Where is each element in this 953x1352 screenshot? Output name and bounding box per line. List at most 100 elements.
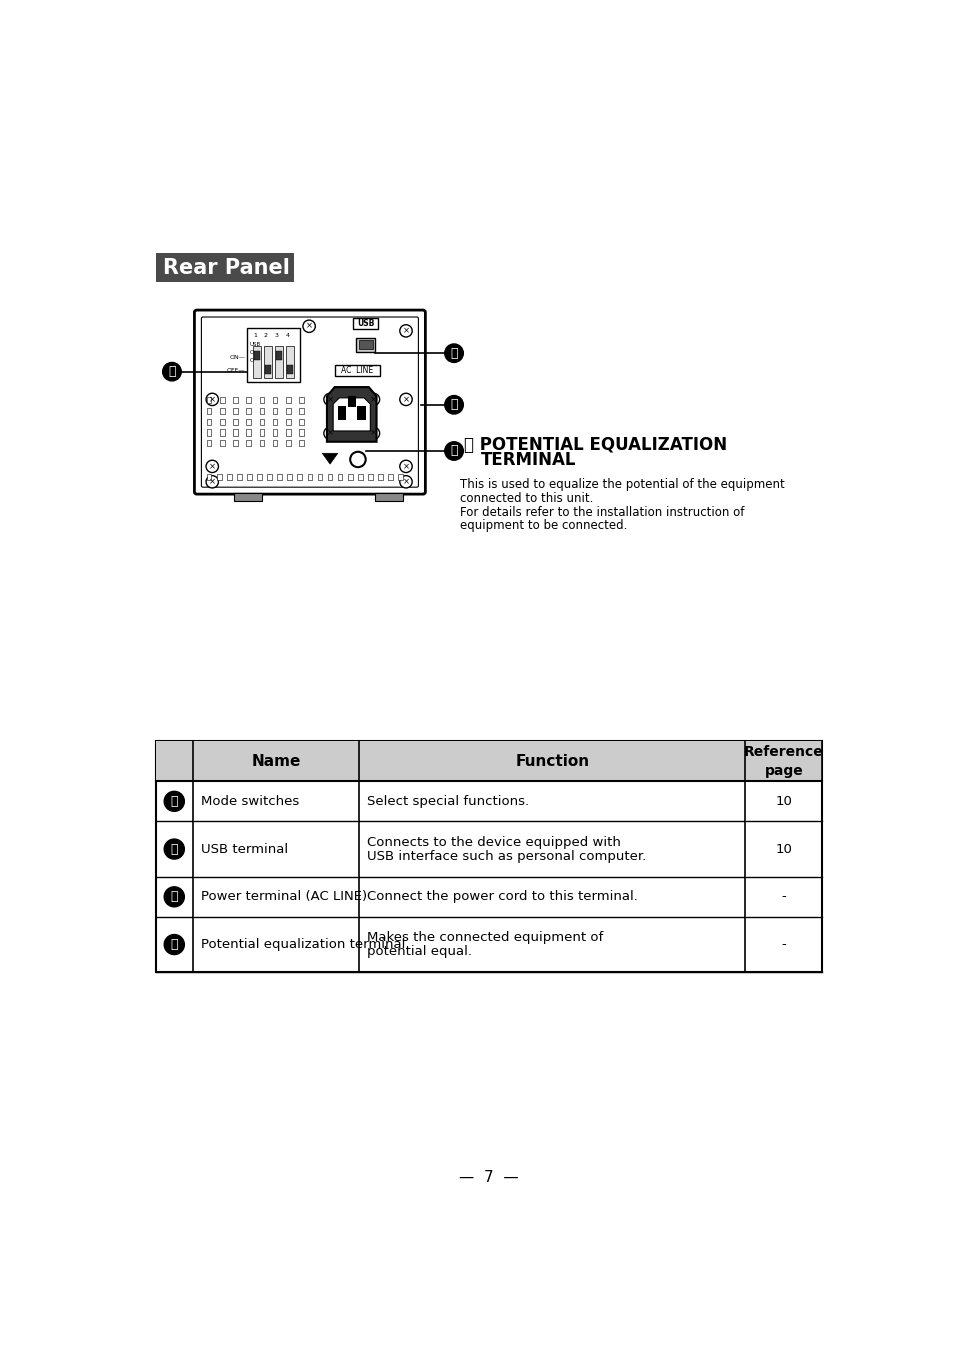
Bar xyxy=(286,397,291,403)
Text: 10: 10 xyxy=(775,795,791,808)
Bar xyxy=(298,441,303,446)
Text: TERMINAL: TERMINAL xyxy=(480,452,576,469)
Bar xyxy=(233,441,237,446)
Bar xyxy=(220,419,224,425)
Bar xyxy=(216,475,221,480)
Bar xyxy=(207,475,212,480)
Bar xyxy=(286,419,291,425)
Circle shape xyxy=(444,343,463,362)
Text: For details refer to the installation instruction of: For details refer to the installation in… xyxy=(459,506,744,519)
Text: Name: Name xyxy=(252,754,300,769)
Text: ⑮: ⑮ xyxy=(171,891,178,903)
Text: equipment to be connected.: equipment to be connected. xyxy=(459,519,627,531)
Text: ×: × xyxy=(209,395,215,404)
Text: ×: × xyxy=(402,462,409,470)
Bar xyxy=(298,397,303,403)
Text: Select special functions.: Select special functions. xyxy=(367,795,529,808)
Bar xyxy=(220,397,224,403)
Text: potential equal.: potential equal. xyxy=(367,945,472,959)
Circle shape xyxy=(367,393,379,406)
Bar xyxy=(357,475,362,480)
Bar xyxy=(286,408,291,414)
Text: Function: Function xyxy=(515,754,589,769)
Text: Reference
page: Reference page xyxy=(743,745,822,777)
Bar xyxy=(286,365,293,375)
Text: ×: × xyxy=(209,462,215,470)
Bar xyxy=(257,475,261,480)
Bar xyxy=(259,408,264,414)
Bar xyxy=(286,441,291,446)
Text: ON—: ON— xyxy=(230,354,245,360)
Bar xyxy=(358,341,373,349)
Bar xyxy=(259,430,264,435)
Bar xyxy=(286,346,294,377)
Bar xyxy=(277,475,282,480)
Text: ×: × xyxy=(402,395,409,404)
Text: -: - xyxy=(781,891,785,903)
Bar xyxy=(264,346,272,377)
Bar xyxy=(265,365,271,375)
Bar xyxy=(377,475,382,480)
Text: —  7  —: — 7 — xyxy=(458,1169,518,1184)
Bar xyxy=(368,475,373,480)
Bar xyxy=(375,493,402,502)
Bar xyxy=(246,430,251,435)
Text: Makes the connected equipment of: Makes the connected equipment of xyxy=(367,932,603,944)
Bar xyxy=(297,475,302,480)
Text: ×: × xyxy=(370,395,376,404)
Text: ⑬: ⑬ xyxy=(168,365,175,379)
Text: 3: 3 xyxy=(274,333,278,338)
Text: OFF: OFF xyxy=(249,358,259,362)
Bar xyxy=(246,441,251,446)
Circle shape xyxy=(399,476,412,488)
Text: ×: × xyxy=(326,429,334,438)
Text: ×: × xyxy=(402,326,409,335)
Bar xyxy=(246,408,251,414)
Text: This is used to equalize the potential of the equipment: This is used to equalize the potential o… xyxy=(459,479,784,491)
Circle shape xyxy=(162,362,181,381)
Circle shape xyxy=(164,840,184,859)
Text: Potential equalization terminal: Potential equalization terminal xyxy=(200,938,405,950)
Text: ⑮: ⑮ xyxy=(450,399,457,411)
Text: ⑬: ⑬ xyxy=(171,795,178,808)
Text: ⑭: ⑭ xyxy=(450,346,457,360)
Circle shape xyxy=(323,393,335,406)
Circle shape xyxy=(323,427,335,439)
Text: OFF—: OFF— xyxy=(227,368,245,373)
Bar xyxy=(273,430,277,435)
Bar xyxy=(246,397,251,403)
Circle shape xyxy=(444,442,463,460)
Bar xyxy=(348,396,355,407)
Bar xyxy=(273,397,277,403)
Bar xyxy=(328,475,332,480)
Bar xyxy=(246,419,251,425)
Bar xyxy=(207,419,212,425)
Bar xyxy=(233,419,237,425)
Bar xyxy=(298,408,303,414)
Bar xyxy=(253,346,261,377)
Bar xyxy=(307,475,312,480)
Text: Connects to the device equipped with: Connects to the device equipped with xyxy=(367,836,620,849)
Circle shape xyxy=(164,791,184,811)
Bar xyxy=(155,741,821,781)
Bar xyxy=(287,475,292,480)
Bar xyxy=(247,475,252,480)
Bar xyxy=(233,397,237,403)
Bar xyxy=(220,430,224,435)
Bar xyxy=(335,365,379,376)
Circle shape xyxy=(164,887,184,907)
Bar xyxy=(220,441,224,446)
Text: ×: × xyxy=(326,395,334,404)
Text: 2: 2 xyxy=(263,333,268,338)
Bar xyxy=(273,408,277,414)
Bar xyxy=(337,407,346,420)
Text: ×: × xyxy=(370,429,376,438)
Bar xyxy=(155,741,821,972)
Bar xyxy=(267,475,272,480)
Circle shape xyxy=(399,324,412,337)
FancyBboxPatch shape xyxy=(194,310,425,493)
Bar xyxy=(353,318,377,329)
Text: 10: 10 xyxy=(775,842,791,856)
Bar xyxy=(220,408,224,414)
Bar xyxy=(348,475,353,480)
